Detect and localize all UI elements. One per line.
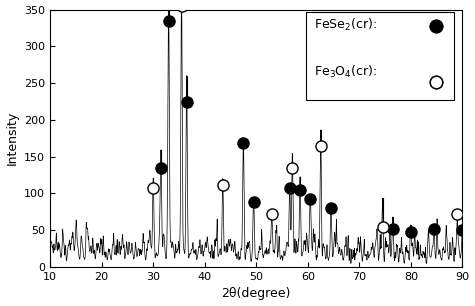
Bar [306, 12, 454, 100]
Text: FeSe$_2$(cr):: FeSe$_2$(cr): [314, 17, 377, 33]
Y-axis label: Intensity: Intensity [6, 111, 19, 166]
X-axis label: 2θ(degree): 2θ(degree) [221, 287, 291, 300]
Text: FeSe$_2$(cr):: FeSe$_2$(cr): [314, 17, 377, 33]
Text: Fe$_3$O$_4$(cr):: Fe$_3$O$_4$(cr): [314, 64, 377, 80]
Text: Fe$_3$O$_4$(cr):: Fe$_3$O$_4$(cr): [314, 64, 377, 80]
